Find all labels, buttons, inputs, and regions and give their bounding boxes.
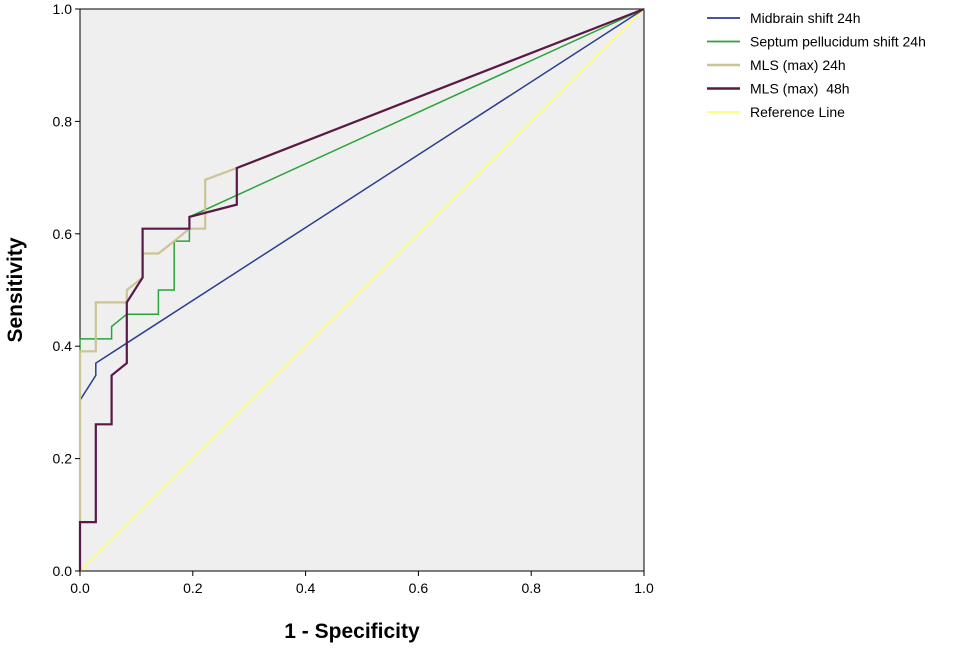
y-tick-label-4: 0.8 xyxy=(53,113,73,129)
x-tick-label-2: 0.4 xyxy=(296,580,316,596)
y-tick-label-5: 1.0 xyxy=(53,1,73,17)
y-tick-label-0: 0.0 xyxy=(53,563,73,579)
y-tick-label-3: 0.6 xyxy=(53,226,73,242)
series-line-3 xyxy=(78,7,645,571)
x-tick-label-5: 1.0 xyxy=(634,580,654,596)
x-axis: 0.0 0.2 0.4 0.6 0.8 1.0 xyxy=(70,571,654,596)
series-line-1 xyxy=(79,8,645,571)
legend-label-0: Midbrain shift 24h xyxy=(750,10,861,26)
series-layer xyxy=(78,7,645,572)
x-tick-label-0: 0.0 xyxy=(70,580,90,596)
x-tick-label-1: 0.2 xyxy=(183,580,203,596)
legend-label-3: MLS (max) 48h xyxy=(750,81,850,97)
legend-label-2: MLS (max) 24h xyxy=(750,57,846,73)
x-axis-title: 1 - Specificity xyxy=(284,620,420,643)
y-axis-title: Sensitivity xyxy=(4,237,27,342)
y-tick-label-1: 0.2 xyxy=(53,451,73,467)
x-tick-label-4: 0.8 xyxy=(521,580,541,596)
legend-label-4: Reference Line xyxy=(750,104,845,120)
legend: Midbrain shift 24h Septum pellucidum shif… xyxy=(707,10,926,120)
series-line-4 xyxy=(79,8,645,572)
y-axis: 0.0 0.2 0.4 0.6 0.8 1.0 xyxy=(53,1,80,579)
legend-label-1: Septum pellucidum shift 24h xyxy=(750,34,926,50)
x-tick-label-3: 0.6 xyxy=(409,580,429,596)
y-tick-label-2: 0.4 xyxy=(53,338,73,354)
